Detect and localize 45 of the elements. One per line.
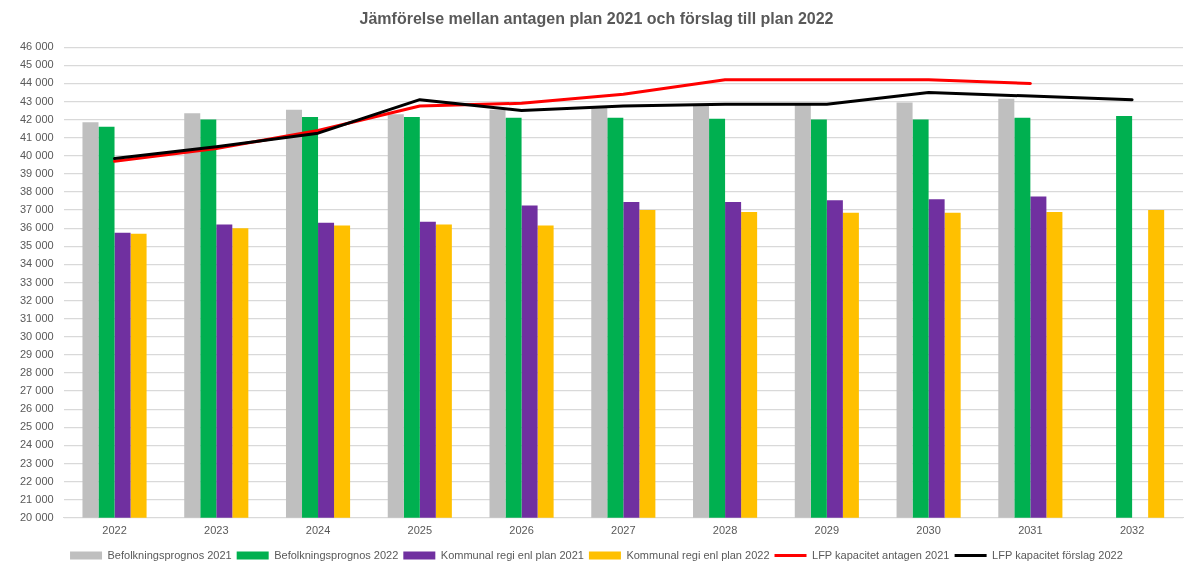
y-tick-label: 45 000 [19,58,54,71]
legend-label: Befolkningsprognos 2022 [274,548,399,561]
legend-label: LFP kapacitet förslag 2022 [992,548,1123,561]
y-tick-label: 31 000 [19,311,54,324]
x-tick-label: 2022 [102,524,127,537]
legend-label: Kommunal regi enl plan 2021 [440,548,584,561]
x-tick-label: 2030 [916,524,941,537]
y-tick-label: 23 000 [19,456,54,469]
y-tick-label: 36 000 [19,221,54,234]
y-tick-label: 28 000 [19,366,54,379]
y-tick-label: 34 000 [19,257,54,270]
x-tick-label: 2027 [611,524,636,537]
y-tick-label: 37 000 [19,203,54,216]
y-tick-label: 20 000 [19,510,54,523]
x-tick-label: 2025 [407,524,433,537]
y-tick-label: 25 000 [19,420,54,433]
y-tick-label: 24 000 [19,438,54,451]
legend-label: Kommunal regi enl plan 2022 [626,548,770,561]
y-tick-label: 26 000 [19,402,54,415]
y-tick-label: 40 000 [19,148,54,161]
y-tick-label: 42 000 [19,112,54,125]
x-tick-label: 2026 [509,524,534,537]
x-tick-label: 2028 [712,524,738,537]
y-tick-label: 29 000 [19,347,54,360]
y-tick-label: 44 000 [19,76,54,89]
y-tick-label: 27 000 [19,384,54,397]
y-tick-label: 41 000 [19,130,54,143]
legend-label: LFP kapacitet antagen 2021 [812,548,950,561]
y-tick-label: 38 000 [19,185,54,198]
x-tick-label: 2032 [1119,524,1145,537]
legend-label: Befolkningsprognos 2021 [107,548,232,561]
x-tick-label: 2031 [1018,524,1043,537]
y-tick-label: 22 000 [19,474,54,487]
y-tick-label: 43 000 [19,94,54,107]
x-tick-label: 2024 [305,524,331,537]
x-tick-label: 2023 [204,524,229,537]
y-tick-label: 46 000 [19,40,54,53]
y-tick-label: 33 000 [19,275,54,288]
x-tick-label: 2029 [814,524,840,537]
y-tick-label: 30 000 [19,329,54,342]
y-tick-label: 35 000 [19,239,54,252]
y-tick-label: 39 000 [19,166,54,179]
y-tick-label: 21 000 [19,492,54,505]
chart-title: Jämförelse mellan antagen plan 2021 och förslag till plan 2022 [359,10,834,28]
y-tick-label: 32 000 [19,293,54,306]
